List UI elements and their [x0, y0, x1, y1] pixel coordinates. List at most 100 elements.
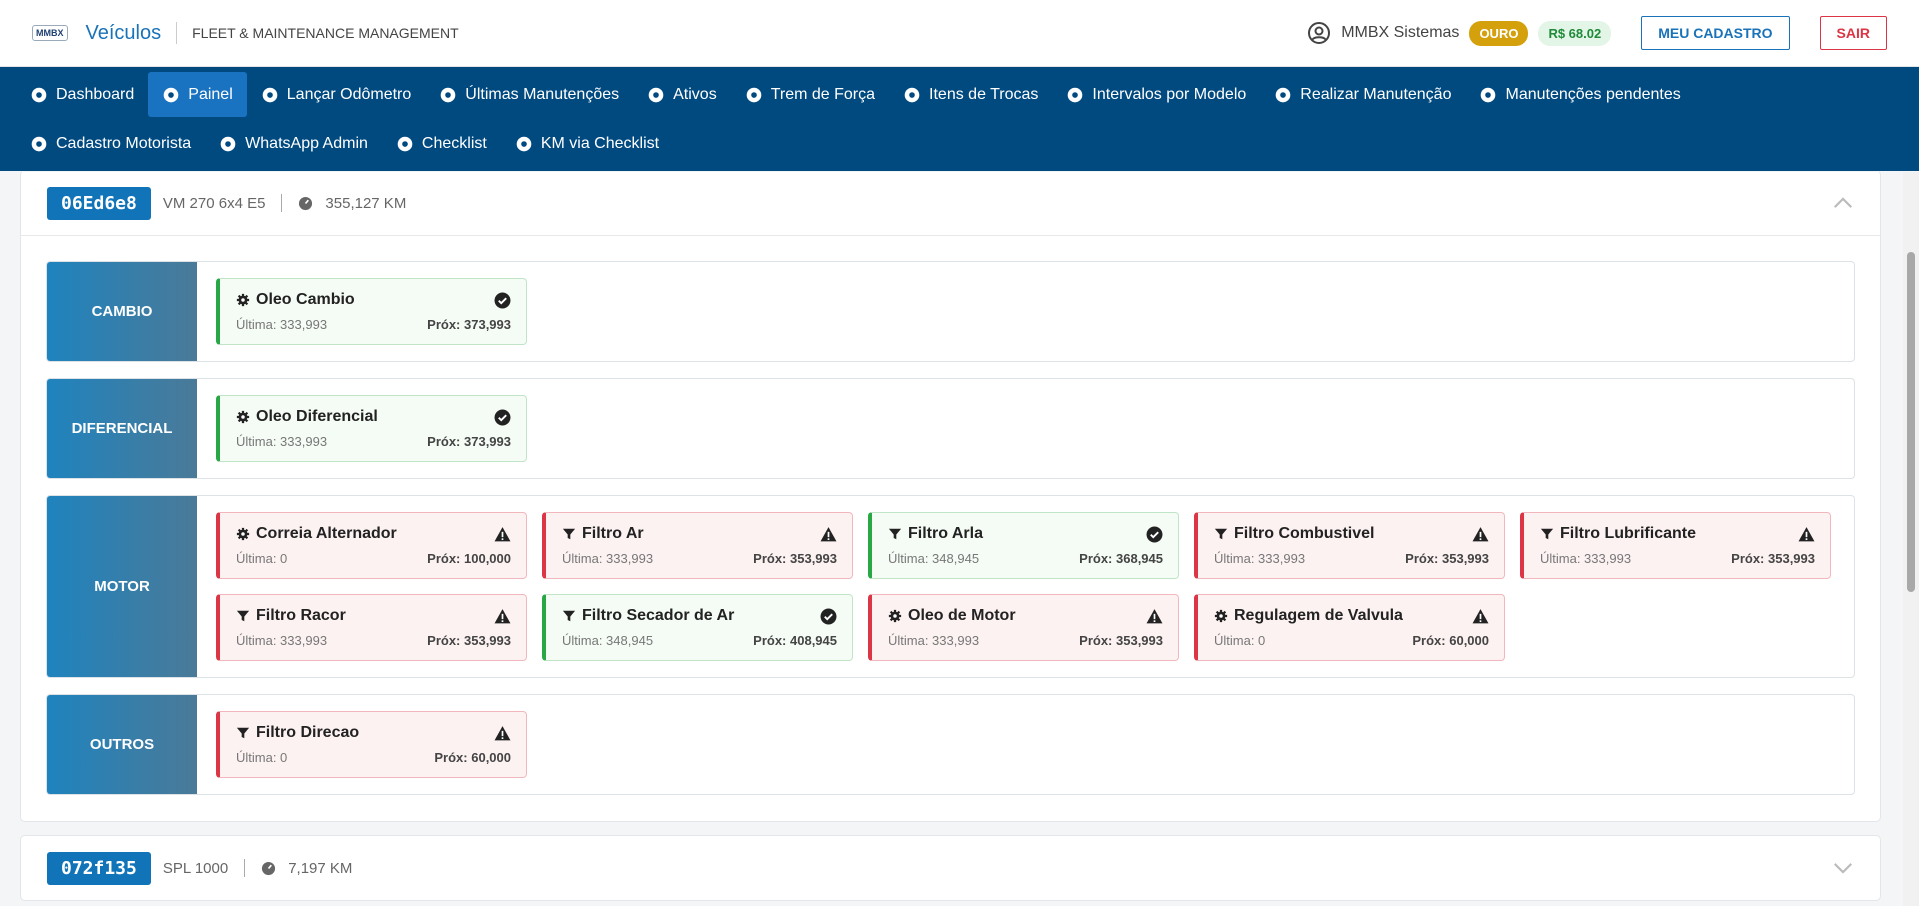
item-name: Regulagem de Valvula [1234, 607, 1403, 624]
item-icon [888, 528, 902, 540]
nav-item[interactable]: Cadastro Motorista [16, 121, 205, 166]
item-kms: Última: 0 Próx: 60,000 [1214, 633, 1489, 648]
item-icon [1214, 528, 1228, 540]
item-icon [236, 610, 250, 622]
group-items: Oleo Cambio Última: 333,993 Próx: 373,993 [197, 262, 546, 361]
item-icon [236, 527, 250, 541]
item-name: Oleo Cambio [256, 291, 355, 308]
last-km: Última: 333,993 [1214, 551, 1306, 566]
nav-item[interactable]: Checklist [382, 121, 501, 166]
logout-button[interactable]: SAIR [1819, 16, 1887, 50]
last-km: Última: 348,945 [562, 633, 654, 648]
item-icon [888, 609, 902, 623]
nav-item[interactable]: Dashboard [16, 72, 148, 117]
next-km: Próx: 353,993 [1079, 633, 1163, 648]
nav-item[interactable]: Intervalos por Modelo [1052, 72, 1260, 117]
nav-icon [746, 87, 762, 102]
group-label: OUTROS [47, 695, 197, 794]
item-head: Filtro Racor [236, 605, 511, 627]
nav-item[interactable]: Painel [148, 72, 247, 117]
item-head: Filtro Combustivel [1214, 523, 1489, 545]
item-name: Filtro Direcao [256, 724, 360, 741]
item-kms: Última: 333,993 Próx: 353,993 [888, 633, 1163, 648]
app-title: Veículos [85, 21, 162, 44]
nav-label: Trem de Força [770, 85, 876, 103]
item-head: Filtro Ar [562, 523, 837, 545]
nav-item[interactable]: Realizar Manutenção [1260, 72, 1465, 117]
profile-button[interactable]: MEU CADASTRO [1641, 16, 1790, 50]
group-items: Correia Alternador Última: 0 Próx: 100,000… [197, 496, 1854, 677]
nav-icon [220, 136, 236, 151]
status-icon [494, 409, 511, 425]
next-km: Próx: 373,993 [427, 434, 511, 449]
scroll-thumb [1907, 252, 1915, 592]
component-group: CAMBIO Oleo Cambio Última: 333,993 Próx: 37… [46, 261, 1855, 362]
status-icon [1146, 526, 1163, 542]
nav-label: Manutenções pendentes [1505, 85, 1681, 103]
vehicle-header[interactable]: 072f135 SPL 1000 7,197 KM [21, 836, 1880, 900]
user-icon [1308, 22, 1331, 44]
nav-icon [1275, 87, 1291, 102]
status-icon [494, 608, 511, 623]
item-name: Oleo de Motor [908, 607, 1016, 624]
status-icon [820, 526, 837, 541]
odometer: 355,127 KM [325, 194, 407, 212]
nav-icon [397, 136, 413, 151]
nav-item[interactable]: Últimas Manutenções [425, 72, 633, 117]
item-kms: Última: 333,993 Próx: 353,993 [1540, 551, 1815, 566]
nav-item[interactable]: WhatsApp Admin [205, 121, 382, 166]
logo: MMBX [32, 25, 68, 41]
item-name: Filtro Arla [908, 525, 983, 542]
nav-item[interactable]: Manutenções pendentes [1465, 72, 1694, 117]
nav-label: Intervalos por Modelo [1092, 85, 1247, 103]
status-icon [1146, 608, 1163, 623]
nav-label: Realizar Manutenção [1300, 85, 1452, 103]
group-label: DIFERENCIAL [47, 379, 197, 478]
subtitle: FLEET & MAINTENANCE MANAGEMENT [192, 25, 459, 41]
group-label: MOTOR [47, 496, 197, 677]
nav-icon [516, 136, 532, 151]
item-name: Oleo Diferencial [256, 408, 378, 425]
last-km: Última: 0 [1214, 633, 1266, 648]
status-icon [494, 725, 511, 740]
nav-label: Ativos [673, 85, 717, 103]
item-head: Oleo Cambio [236, 289, 511, 311]
maintenance-item: Filtro Combustivel Última: 333,993 Próx: 3… [1194, 512, 1505, 579]
maintenance-item: Regulagem de Valvula Última: 0 Próx: 60,00… [1194, 594, 1505, 661]
nav-item[interactable]: Trem de Força [731, 72, 889, 117]
maintenance-item: Correia Alternador Última: 0 Próx: 100,000 [216, 512, 527, 579]
plate: 072f135 [47, 851, 151, 885]
divider [281, 194, 283, 212]
scrollbar [1903, 172, 1919, 906]
top-bar: MMBX Veículos FLEET & MAINTENANCE MANAGE… [0, 0, 1919, 67]
nav-item[interactable]: KM via Checklist [501, 121, 673, 166]
item-head: Filtro Secador de Ar [562, 605, 837, 627]
nav-item[interactable]: Itens de Trocas [889, 72, 1052, 117]
item-head: Oleo Diferencial [236, 406, 511, 428]
item-name: Filtro Secador de Ar [582, 607, 735, 624]
user-name: MMBX Sistemas [1341, 24, 1460, 41]
vehicle-header[interactable]: 06Ed6e8 VM 270 6x4 E5 355,127 KM [21, 172, 1880, 235]
item-head: Filtro Lubrificante [1540, 523, 1815, 545]
nav-label: WhatsApp Admin [245, 134, 368, 152]
nav-icon [1481, 87, 1496, 102]
next-km: Próx: 60,000 [434, 750, 511, 765]
group-label: CAMBIO [47, 262, 197, 361]
next-km: Próx: 353,993 [753, 551, 837, 566]
nav-item[interactable]: Lançar Odômetro [247, 72, 426, 117]
item-head: Regulagem de Valvula [1214, 605, 1489, 627]
nav-icon [648, 87, 664, 102]
item-kms: Última: 333,993 Próx: 353,993 [562, 551, 837, 566]
item-kms: Última: 333,993 Próx: 353,993 [236, 633, 511, 648]
balance: R$ 68.02 [1538, 20, 1612, 46]
item-icon [236, 410, 250, 424]
nav-icon [440, 87, 456, 102]
nav-label: Últimas Manutenções [465, 85, 620, 103]
nav-label: Cadastro Motorista [56, 134, 192, 152]
item-kms: Última: 333,993 Próx: 373,993 [236, 434, 511, 449]
item-icon [1540, 528, 1554, 540]
nav-label: KM via Checklist [540, 134, 660, 152]
last-km: Última: 333,993 [888, 633, 980, 648]
nav-item[interactable]: Ativos [633, 72, 731, 117]
